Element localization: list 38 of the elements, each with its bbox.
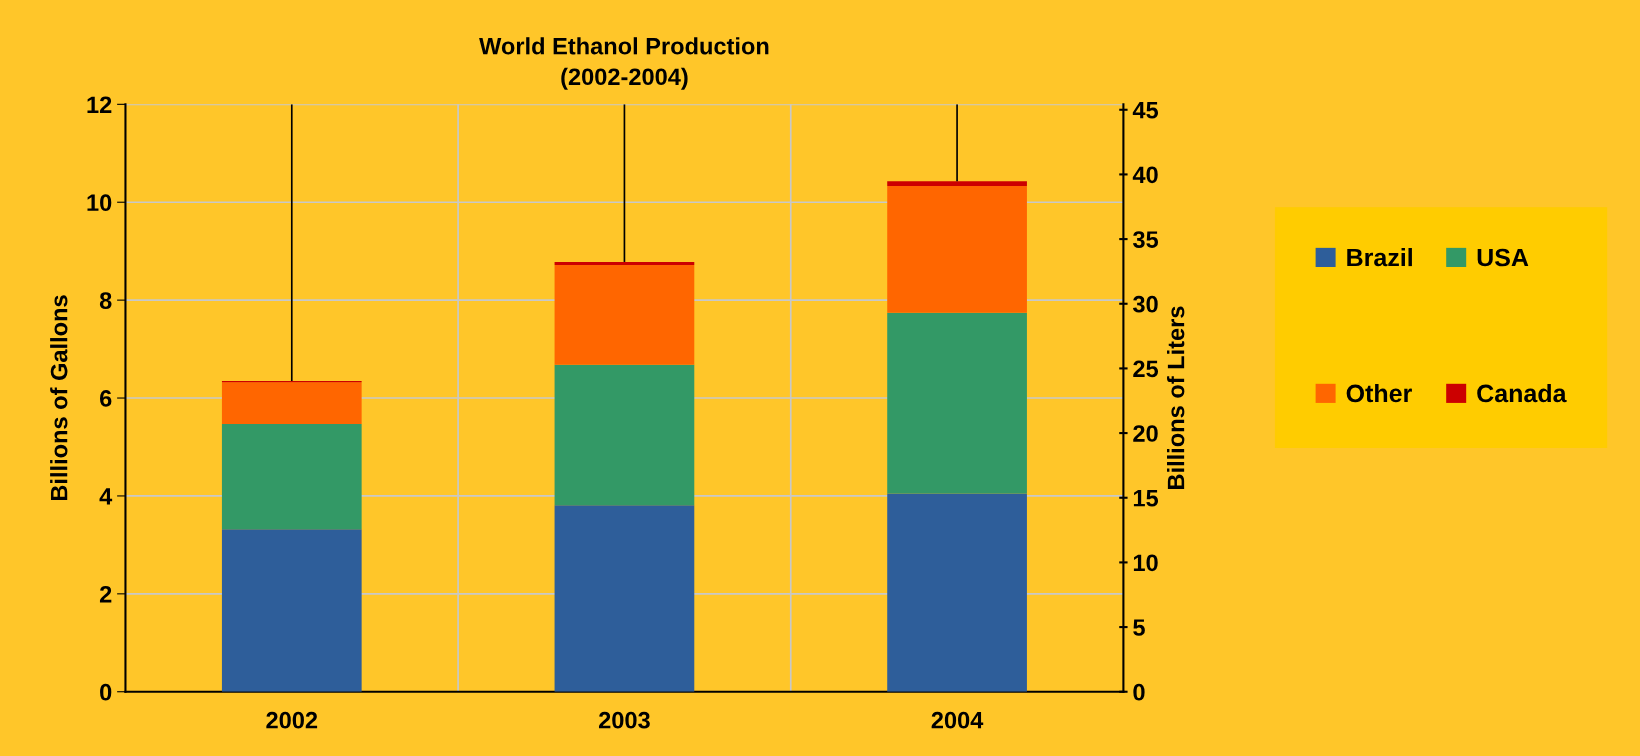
y-tick-label: 4: [99, 488, 113, 505]
bar: [887, 312, 1027, 494]
bar: [554, 261, 695, 265]
chart-title: World Ethanol Production (2002-2004): [479, 37, 769, 90]
y-tick-label: 12: [87, 96, 112, 113]
bar: [554, 364, 695, 506]
y2-tick-label: 15: [1133, 490, 1159, 507]
y2-tick-label: 45: [1132, 102, 1159, 119]
bar: [221, 423, 362, 530]
y-tick-label: 6: [100, 390, 112, 407]
y-axis-title: Billions of Gallons: [50, 295, 68, 501]
y2-tick-label: 0: [1133, 683, 1145, 701]
bar: [221, 529, 362, 692]
bar: [554, 505, 695, 692]
bar: [887, 181, 1027, 187]
y-tick-label: 8: [99, 292, 112, 309]
y2-tick-label: 5: [1133, 619, 1145, 636]
bar: [887, 493, 1027, 692]
x-tick-label: 2004: [931, 711, 984, 729]
x-tick-label: 2002: [266, 711, 318, 729]
y-tick-label: 2: [99, 585, 112, 603]
y2-tick-label: 35: [1132, 231, 1159, 248]
legend-label: Canada: [1477, 383, 1567, 403]
legend-label: Other: [1346, 383, 1412, 403]
y2-axis-title: Billions of Liters: [1167, 306, 1185, 489]
legend-label: USA: [1477, 248, 1529, 267]
y-tick-label: 10: [87, 194, 112, 212]
y2-tick-label: 40: [1132, 166, 1158, 184]
y2-tick-label: 25: [1133, 360, 1159, 378]
y-tick-label: 0: [100, 683, 112, 701]
y2-tick-label: 20: [1133, 425, 1158, 442]
y2-tick-label: 10: [1133, 554, 1158, 572]
x-tick-label: 2003: [598, 711, 650, 729]
bar: [221, 382, 362, 424]
y2-tick-label: 30: [1132, 295, 1158, 313]
bar: [887, 186, 1027, 313]
bar: [554, 264, 695, 365]
legend-label: Brazil: [1347, 247, 1412, 267]
